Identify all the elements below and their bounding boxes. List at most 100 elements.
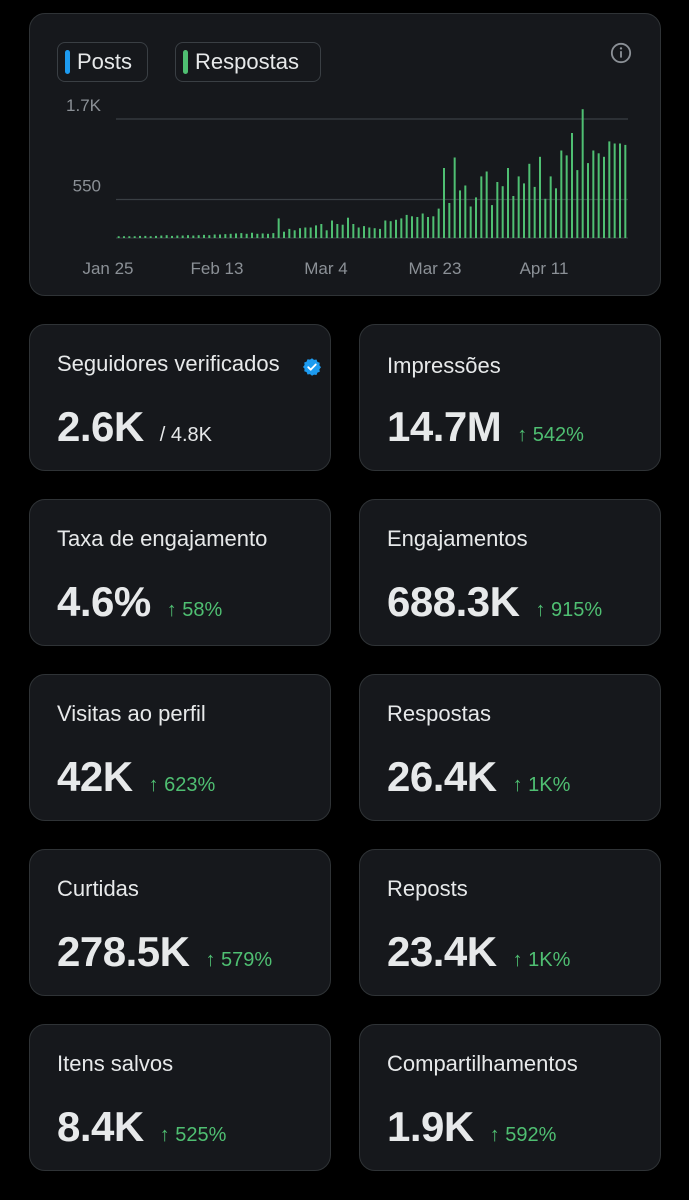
bar[interactable] <box>560 150 563 239</box>
bar[interactable] <box>496 182 499 238</box>
legend-replies-toggle[interactable]: Respostas <box>175 42 321 82</box>
bar[interactable] <box>485 171 488 239</box>
bar[interactable] <box>597 153 600 238</box>
bar[interactable] <box>139 235 141 238</box>
metric-card-verified-followers[interactable]: Seguidores verificados 2.6K / 4.8K <box>29 324 331 471</box>
bar[interactable] <box>149 236 152 238</box>
info-icon[interactable] <box>610 42 632 64</box>
metric-card-engagements[interactable]: Engajamentos 688.3K ↑ 915% <box>359 499 661 646</box>
bar[interactable] <box>469 206 472 239</box>
bar[interactable] <box>624 144 627 238</box>
bar[interactable] <box>395 219 397 238</box>
bar[interactable] <box>565 155 568 238</box>
bar[interactable] <box>389 221 392 238</box>
bar[interactable] <box>427 217 429 238</box>
bar[interactable] <box>197 235 200 238</box>
bar[interactable] <box>144 235 147 238</box>
bar[interactable] <box>443 168 445 238</box>
bar[interactable] <box>256 233 259 238</box>
bar[interactable] <box>133 236 136 238</box>
bar[interactable] <box>219 234 221 239</box>
bar[interactable] <box>208 235 211 238</box>
bar[interactable] <box>528 163 531 238</box>
bar[interactable] <box>384 220 387 239</box>
bar[interactable] <box>491 205 493 238</box>
bar[interactable] <box>171 235 173 238</box>
bar[interactable] <box>480 176 483 238</box>
bar[interactable] <box>277 218 280 238</box>
bar[interactable] <box>320 224 323 238</box>
bar[interactable] <box>288 228 291 238</box>
bar[interactable] <box>251 232 253 238</box>
bar[interactable] <box>187 235 189 238</box>
bar[interactable] <box>315 225 317 238</box>
metric-card-likes[interactable]: Curtidas 278.5K ↑ 579% <box>29 849 331 996</box>
bar[interactable] <box>181 235 184 238</box>
bar[interactable] <box>229 233 232 238</box>
bar[interactable] <box>592 150 595 239</box>
bar[interactable] <box>571 133 573 238</box>
bar[interactable] <box>523 183 525 238</box>
bar[interactable] <box>603 156 605 238</box>
bar[interactable] <box>331 220 333 239</box>
bar[interactable] <box>299 228 301 238</box>
bar[interactable] <box>517 176 520 238</box>
bar[interactable] <box>619 143 621 239</box>
bar[interactable] <box>411 216 413 238</box>
bar[interactable] <box>155 235 157 238</box>
bar[interactable] <box>539 156 541 238</box>
bar[interactable] <box>421 213 424 239</box>
metric-card-bookmarks[interactable]: Itens salvos 8.4K ↑ 525% <box>29 1024 331 1171</box>
bar[interactable] <box>379 228 381 238</box>
bar[interactable] <box>293 230 296 238</box>
legend-posts-toggle[interactable]: Posts <box>57 42 148 82</box>
bar[interactable] <box>464 185 467 239</box>
bar[interactable] <box>123 236 125 238</box>
bar[interactable] <box>117 236 120 238</box>
bar[interactable] <box>235 233 237 238</box>
bar[interactable] <box>245 233 248 238</box>
bar[interactable] <box>341 224 344 238</box>
bar[interactable] <box>512 196 515 238</box>
bar[interactable] <box>437 208 440 238</box>
bar[interactable] <box>613 143 616 239</box>
bar[interactable] <box>176 235 179 238</box>
bar[interactable] <box>304 227 307 239</box>
bar[interactable] <box>224 234 227 238</box>
bar[interactable] <box>576 170 579 238</box>
bar[interactable] <box>581 109 584 238</box>
bar[interactable] <box>160 235 163 238</box>
bar[interactable] <box>165 235 168 238</box>
bar[interactable] <box>368 227 371 239</box>
bar[interactable] <box>352 224 355 238</box>
bar[interactable] <box>432 216 435 238</box>
bar[interactable] <box>213 234 216 239</box>
bar[interactable] <box>347 217 349 238</box>
bar[interactable] <box>192 235 195 238</box>
bar[interactable] <box>608 141 611 238</box>
bar[interactable] <box>400 218 403 238</box>
bar[interactable] <box>475 197 477 238</box>
bar[interactable] <box>507 168 509 238</box>
bar[interactable] <box>448 203 451 238</box>
bar[interactable] <box>128 236 131 238</box>
bar[interactable] <box>363 226 365 238</box>
bar[interactable] <box>501 186 504 238</box>
bar[interactable] <box>357 227 360 239</box>
bar[interactable] <box>587 163 589 238</box>
bar[interactable] <box>325 230 328 238</box>
bar[interactable] <box>283 231 285 238</box>
bar[interactable] <box>555 188 557 238</box>
bar[interactable] <box>309 227 312 239</box>
metric-card-engagement-rate[interactable]: Taxa de engajamento 4.6% ↑ 58% <box>29 499 331 646</box>
bar[interactable] <box>416 217 419 238</box>
bar[interactable] <box>373 228 376 238</box>
bar[interactable] <box>549 176 552 238</box>
bar[interactable] <box>240 233 243 238</box>
bar[interactable] <box>272 233 275 238</box>
bar[interactable] <box>267 233 269 238</box>
bar[interactable] <box>405 214 408 238</box>
bar[interactable] <box>203 234 205 238</box>
bar[interactable] <box>336 224 339 238</box>
metric-card-shares[interactable]: Compartilhamentos 1.9K ↑ 592% <box>359 1024 661 1171</box>
